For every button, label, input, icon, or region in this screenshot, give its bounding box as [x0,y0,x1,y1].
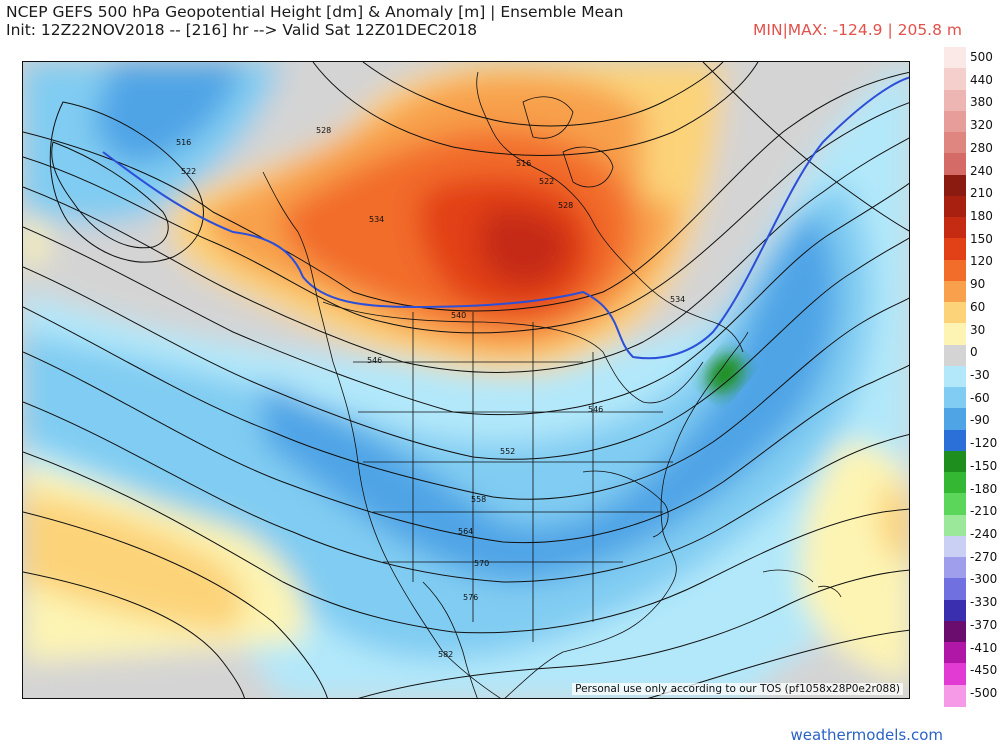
weather-map: 516 522 528 534 540 546 552 558 564 570 … [22,61,910,699]
map-subtitle: Init: 12Z22NOV2018 -- [216] hr --> Valid… [6,21,478,39]
contour-label: 540 [451,311,466,320]
colorbar-segment [944,620,966,643]
contour-label: 534 [670,295,685,304]
contour-label: 570 [474,559,489,568]
contour-label: 564 [458,527,473,536]
colorbar-segment [944,259,966,282]
colorbar-tick-label: -270 [970,549,998,564]
contour-label: 516 [176,138,191,147]
map-title: NCEP GEFS 500 hPa Geopotential Height [d… [6,3,624,21]
colorbar-tick-label: -330 [970,595,998,610]
anomaly-shading [23,62,909,698]
contour-label: 558 [471,495,486,504]
colorbar-tick-label: 280 [970,140,993,155]
colorbar-segment [944,642,966,665]
colorbar-segment [944,493,966,516]
colorbar-tick-label: 500 [970,50,993,64]
colorbar-tick-label: -410 [970,640,998,655]
contour-label: 528 [558,201,573,210]
colorbar-tick-label: 120 [970,254,993,269]
colorbar-segment [944,450,966,473]
strong-negative-anomaly-area [706,354,744,394]
colorbar-segment [944,663,966,686]
colorbar-tick-label: 150 [970,231,993,246]
colorbar-tick-label: -180 [970,481,998,496]
colorbar-segment [944,599,966,622]
colorbar-segment [944,323,966,346]
colorbar-segment [944,110,966,133]
colorbar-tick-label: -210 [970,504,998,519]
colorbar-tick-label: -450 [970,663,998,678]
colorbar-tick-label: 30 [970,322,986,337]
colorbar-tick-label: 60 [970,299,986,314]
colorbar-tick-label: -150 [970,458,998,473]
contour-label: 546 [367,356,382,365]
colorbar-segment [944,472,966,494]
contour-label: 528 [316,126,331,135]
colorbar-segment [944,195,966,218]
colorbar-segment [944,535,966,558]
colorbar-tick-label: 90 [970,277,986,292]
colorbar-segment [944,153,966,176]
colorbar-segment [944,217,966,239]
colorbar-segment [944,89,966,112]
colorbar-segment [944,47,966,69]
colorbar-tick-label: 320 [970,118,993,133]
colorbar-segment [944,302,966,324]
contour-label: 516 [516,159,531,168]
contour-label: 552 [500,447,515,456]
contour-label: 522 [539,177,554,186]
contour-labels: 516 522 528 534 540 546 552 558 564 570 … [176,126,685,659]
contour-label: 534 [369,215,384,224]
contour-label: 582 [438,650,453,659]
colorbar-segment [944,132,966,154]
colorbar-segment [944,578,966,601]
contour-label: 522 [181,167,196,176]
colorbar-tick-label: -240 [970,527,998,541]
colorbar-tick-label: -370 [970,617,998,632]
colorbar-segment [944,174,966,197]
colorbar-segment [944,280,966,303]
colorbar-tick-label: 240 [970,163,993,178]
site-credit: weathermodels.com [790,726,943,744]
colorbar-tick-label: -300 [970,572,998,587]
land-outlines [262,71,842,698]
colorbar-segment [944,238,966,261]
contour-label: 576 [463,593,478,602]
colorbar-tick-label: -90 [970,413,990,428]
colorbar-segment [944,408,966,431]
colorbar-tick-label: 380 [970,95,993,110]
colorbar-segment [944,365,966,388]
colorbar-segment [944,344,966,367]
colorbar-tick-label: -60 [970,390,990,405]
colorbar-segment [944,387,966,409]
colorbar-tick-label: 440 [970,72,993,87]
colorbar-tick-label: 210 [970,186,993,201]
anomaly-colorbar [944,47,966,707]
colorbar-segment [944,514,966,537]
colorbar-tick-label: -30 [970,368,990,382]
colorbar-tick-label: 180 [970,209,993,223]
map-canvas: 516 522 528 534 540 546 552 558 564 570 … [23,62,909,698]
colorbar-tick-label: 0 [970,345,978,360]
colorbar-tick-label: -120 [970,436,998,451]
colorbar-tick-label: -500 [970,686,998,700]
colorbar-segment [944,68,966,91]
reference-contour-blue [102,76,909,360]
colorbar-segment [944,557,966,580]
contour-label: 546 [588,405,603,414]
terms-notice: Personal use only according to our TOS (… [572,683,903,695]
colorbar-segment [944,684,966,707]
minmax-readout: MIN|MAX: -124.9 | 205.8 m [753,21,962,39]
colorbar-segment [944,429,966,452]
